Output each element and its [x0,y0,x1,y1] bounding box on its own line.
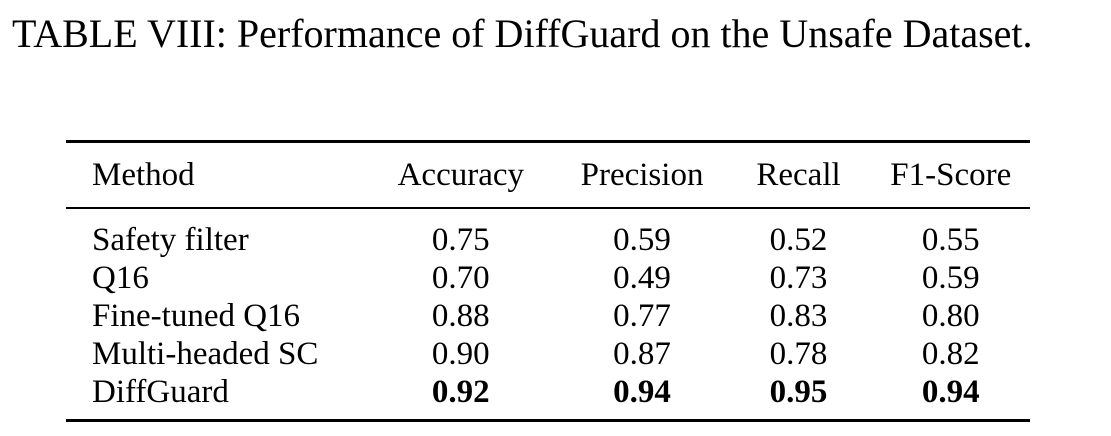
cell-recall: 0.83 [769,298,828,334]
cell-precision: 0.77 [613,298,671,334]
cell-precision: 0.49 [613,260,671,296]
cell-method: Q16 [92,260,149,296]
cell-accuracy: 0.75 [431,222,490,258]
table-caption: TABLE VIII: Performance of DiffGuard on … [12,11,1033,56]
header-precision: Precision [580,156,704,193]
table-row: Q16 0.70 0.49 0.73 0.59 [66,259,1030,297]
cell-accuracy: 0.88 [431,298,490,334]
cell-accuracy: 0.90 [431,336,490,372]
table-body: Safety filter 0.75 0.59 0.52 0.55 Q16 0.… [66,208,1030,421]
cell-f1: 0.80 [921,298,980,334]
cell-f1: 0.55 [921,222,980,258]
header-f1-score: F1-Score [890,156,1012,193]
results-table-container: Method Accuracy Precision Recall F1-Scor… [66,140,1030,422]
cell-method: Safety filter [92,222,249,258]
cell-precision: 0.59 [613,222,671,258]
cell-recall: 0.78 [769,336,828,372]
header-method: Method [92,156,195,193]
cell-accuracy-best: 0.92 [431,374,490,410]
cell-accuracy: 0.70 [431,260,490,296]
cell-method: Fine-tuned Q16 [92,298,301,334]
table-row-diffguard: DiffGuard 0.92 0.94 0.95 0.94 [66,373,1030,421]
cell-recall-best: 0.95 [769,374,828,410]
table-header: Method Accuracy Precision Recall F1-Scor… [66,141,1030,208]
cell-precision: 0.87 [613,336,671,372]
table-row: Multi-headed SC 0.90 0.87 0.78 0.82 [66,335,1030,373]
cell-method: DiffGuard [92,374,229,410]
results-table: Method Accuracy Precision Recall F1-Scor… [66,140,1030,422]
table-row: Fine-tuned Q16 0.88 0.77 0.83 0.80 [66,297,1030,335]
header-recall: Recall [756,156,841,193]
cell-f1-best: 0.94 [921,374,980,410]
table-row: Safety filter 0.75 0.59 0.52 0.55 [66,208,1030,259]
cell-f1: 0.59 [921,260,980,296]
cell-recall: 0.73 [769,260,828,296]
header-row: Method Accuracy Precision Recall F1-Scor… [66,141,1030,208]
cell-precision-best: 0.94 [613,374,671,410]
header-accuracy: Accuracy [397,156,525,193]
cell-recall: 0.52 [769,222,828,258]
cell-method: Multi-headed SC [92,336,319,372]
cell-f1: 0.82 [921,336,980,372]
